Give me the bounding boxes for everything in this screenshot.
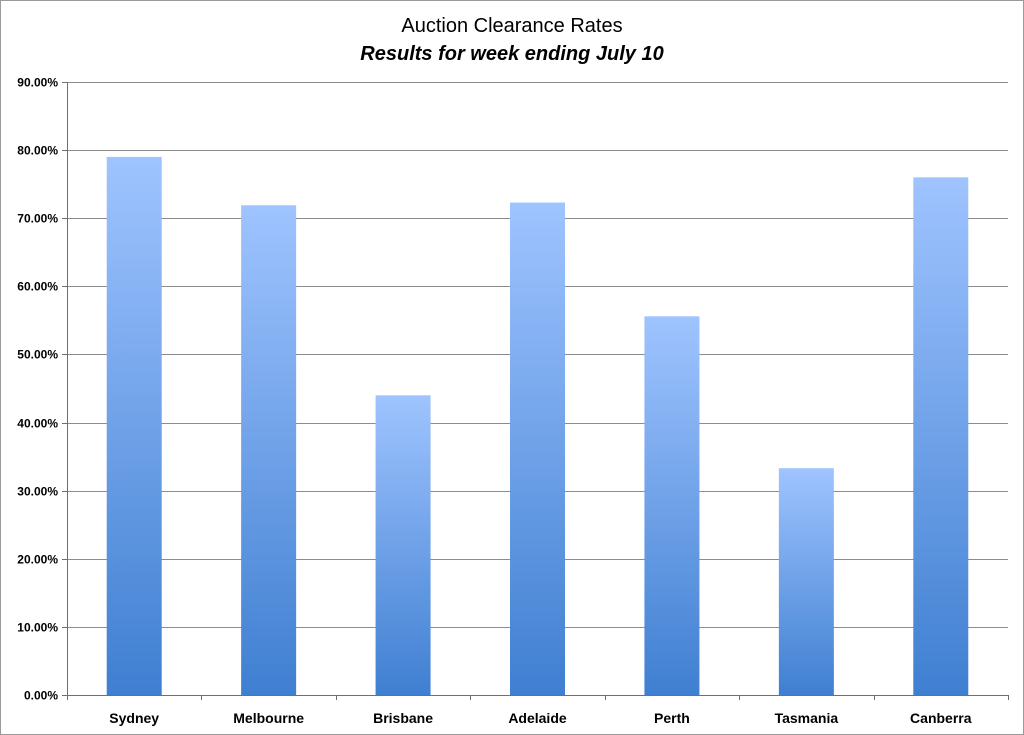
bars (106, 156, 969, 695)
y-tick-label: 0.00% (24, 689, 58, 703)
y-tick-label: 20.00% (17, 553, 58, 567)
x-tick-label: Adelaide (508, 710, 567, 726)
x-tick-label: Brisbane (373, 710, 433, 726)
x-tick-label: Perth (654, 710, 690, 726)
bar-tasmania (778, 468, 834, 695)
bar-perth (644, 316, 700, 695)
y-tick-label: 80.00% (17, 144, 58, 158)
bar-canberra (913, 177, 969, 695)
x-tick-label: Canberra (910, 710, 972, 726)
bar-brisbane (375, 395, 431, 695)
bar-sydney (106, 156, 162, 695)
chart-subtitle: Results for week ending July 10 (360, 43, 664, 65)
x-tick-label: Sydney (109, 710, 159, 726)
y-tick-label: 90.00% (17, 76, 58, 90)
y-tick-label: 70.00% (17, 212, 58, 226)
y-tick-label: 40.00% (17, 417, 58, 431)
x-tick-label: Melbourne (233, 710, 304, 726)
chart-title: Auction Clearance Rates (401, 15, 623, 37)
bar-melbourne (241, 205, 297, 695)
y-tick-label: 60.00% (17, 280, 58, 294)
axes (62, 82, 1009, 700)
y-tick-label: 30.00% (17, 485, 58, 499)
x-tick-label: Tasmania (775, 710, 839, 726)
bar-adelaide (510, 202, 565, 695)
tick-labels: 0.00% 10.00% 20.00% 30.00% 40.00% 50.00% 60.00… (17, 76, 971, 727)
y-tick-label: 50.00% (17, 348, 58, 362)
y-tick-label: 10.00% (17, 621, 58, 635)
